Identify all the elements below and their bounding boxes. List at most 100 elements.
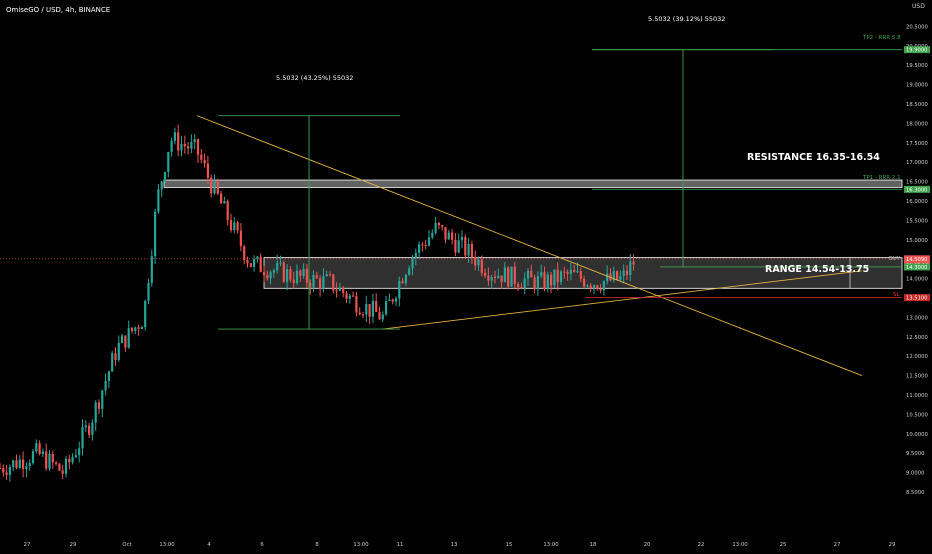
candle-body [418, 244, 421, 253]
candle-body [266, 275, 269, 279]
chart-title: OmiseGO / USD, 4h, BINANCE [6, 6, 110, 14]
candle-body [130, 327, 134, 332]
time-tick-label: Oct [122, 542, 131, 548]
candle-body [540, 272, 543, 277]
price-tick-label: 19.0000 [906, 83, 929, 89]
candle-body [272, 270, 275, 273]
price-tick-label: 9.5000 [906, 451, 925, 457]
tp1-label: TP1 - RRR 2.1 [862, 175, 901, 181]
time-tick-label: 13:00 [353, 542, 369, 548]
candle-body [305, 268, 308, 283]
candle-body [216, 180, 219, 194]
candle-body [206, 163, 209, 178]
time-tick-label: 27 [24, 542, 31, 548]
candle-body [292, 279, 295, 284]
price-tick-label: 18.0000 [906, 121, 929, 127]
candle-body [338, 287, 341, 291]
candle-body [150, 256, 153, 283]
trendline-ascending [382, 270, 862, 330]
candle-body [236, 222, 239, 231]
candle-body [114, 353, 117, 360]
candle-body [365, 304, 368, 315]
candle-body [375, 300, 378, 312]
candle-body [421, 244, 424, 246]
candle-body [391, 299, 394, 302]
candle-body [319, 278, 322, 289]
candle-body [398, 281, 401, 299]
candle-body [35, 443, 38, 452]
candle-body [460, 237, 464, 241]
candle-body [612, 271, 615, 281]
time-tick-label: 29 [889, 542, 896, 548]
candle-body [249, 263, 252, 267]
candle-body [441, 225, 444, 228]
price-tick-label: 9.0000 [906, 471, 925, 477]
time-tick-label: 25 [780, 542, 787, 548]
candle-body [579, 271, 582, 279]
candle-body [447, 232, 450, 240]
time-tick-label: 13:00 [543, 542, 559, 548]
time-tick-label: 22 [698, 542, 705, 548]
price-tick-label: 17.5000 [906, 141, 929, 147]
candle-body [322, 276, 325, 289]
candle-body [586, 285, 589, 287]
candle-body [352, 295, 355, 297]
candle-body [140, 327, 143, 329]
candle-body [457, 240, 460, 253]
price-tick-label: 16.5000 [906, 180, 929, 186]
candle-body [289, 269, 292, 280]
candle-body [0, 467, 2, 469]
price-tick-label: 10.5000 [906, 412, 929, 418]
candle-body [553, 269, 556, 286]
candle-body [279, 262, 282, 264]
candle-body [335, 290, 338, 292]
candle-body [107, 371, 110, 381]
candle-body [437, 222, 440, 226]
measure-right-label: 5.5032 (39.12%) 55032 [648, 15, 725, 23]
candle-body [68, 458, 71, 463]
candle-body [312, 274, 315, 288]
sl-price-tag-bg [904, 294, 930, 302]
candle-body [454, 239, 457, 253]
candle-body [12, 460, 15, 467]
candle-body [434, 222, 437, 233]
tp2-label: TP2 - RRR 5.8 [862, 35, 901, 41]
trendline-descending [196, 115, 862, 377]
candle-body [546, 274, 549, 289]
candle-body [411, 257, 414, 269]
candle-body [464, 237, 467, 256]
candle-body [239, 230, 242, 247]
candle-body [269, 272, 272, 279]
candle-body [124, 335, 127, 348]
candle-body [229, 219, 233, 230]
candle-body [622, 270, 625, 276]
price-tick-label: 19.5000 [906, 63, 929, 69]
candle-body [474, 257, 477, 266]
price-tick-label: 8.5000 [906, 490, 925, 496]
candle-body [276, 262, 279, 271]
candle-body [520, 287, 523, 289]
tp1-price-tag-bg [904, 185, 930, 193]
candle-body [596, 285, 599, 290]
price-tick-label: 16.0000 [906, 199, 929, 205]
candle-body [602, 281, 605, 291]
price-tick-label: 10.0000 [906, 432, 929, 438]
time-tick-label: 13 [451, 542, 458, 548]
candle-body [404, 274, 407, 284]
candle-body [157, 189, 160, 212]
price-tick-label: 18.5000 [906, 102, 929, 108]
candle-body [226, 200, 229, 220]
candle-body [121, 335, 124, 343]
candle-body [563, 271, 566, 273]
candle-body [414, 252, 417, 258]
candle-body [97, 402, 101, 409]
candle-body [38, 443, 41, 454]
candle-body [632, 261, 635, 265]
candle-body [559, 271, 563, 283]
tp2-price-tag: 19.9000 [906, 48, 927, 54]
candle-body [256, 256, 259, 260]
candle-body [74, 455, 77, 457]
candle-body [589, 285, 592, 289]
